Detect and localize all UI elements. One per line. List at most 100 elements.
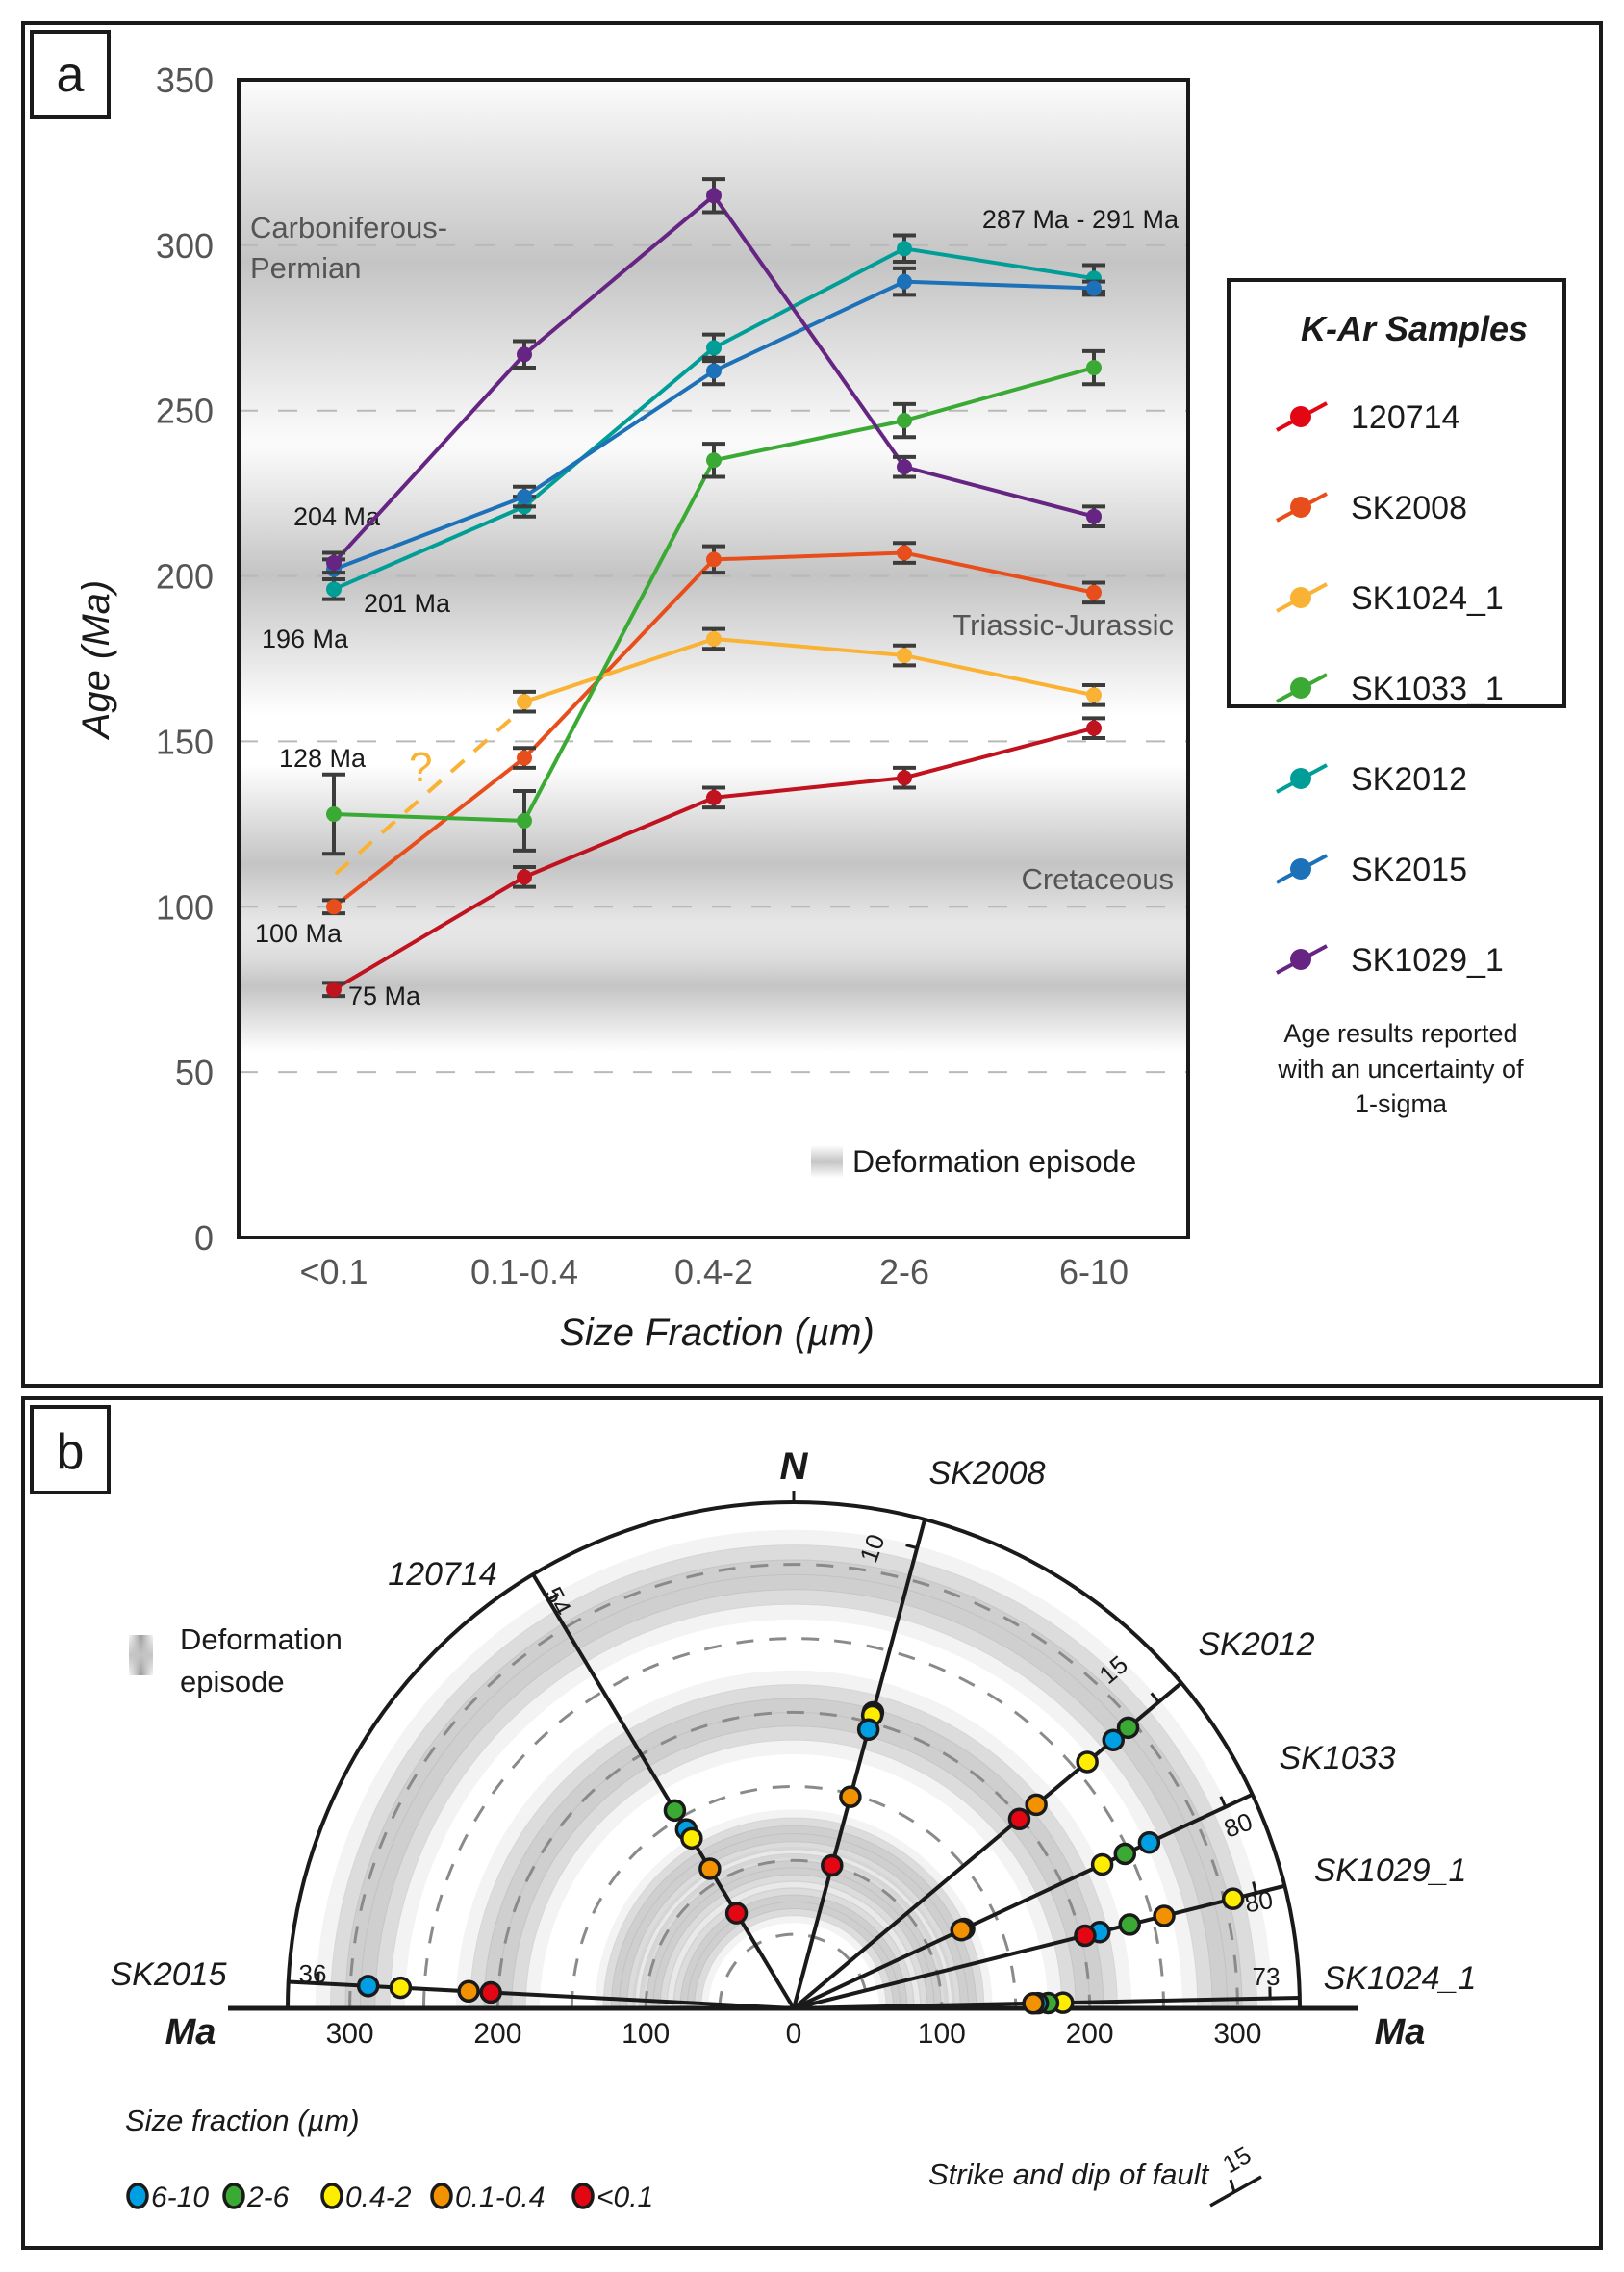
dip-tick bbox=[1219, 1796, 1228, 1808]
polar-point-0-1-0-4 bbox=[1153, 1904, 1176, 1927]
polar-sample-sk2015: 36 SK2015 bbox=[111, 1956, 795, 2010]
panel-a-letter-box bbox=[30, 30, 111, 119]
band-label: Carboniferous- bbox=[250, 211, 447, 244]
series-line bbox=[523, 636, 1095, 704]
dip-label: 73 bbox=[1253, 1962, 1281, 1991]
legend-frame bbox=[1227, 278, 1566, 708]
data-point bbox=[706, 340, 722, 356]
fraction-color-icon bbox=[430, 2183, 453, 2209]
size-fraction-item-6-10: 6-10 bbox=[126, 2182, 209, 2213]
legend-marker-icon bbox=[1290, 406, 1311, 427]
x-tick-label: 0.1-0.4 bbox=[470, 1252, 578, 1291]
dip-tick bbox=[905, 1544, 918, 1550]
data-point bbox=[897, 459, 912, 475]
x-axis-title: Size Fraction (µm) bbox=[559, 1312, 875, 1354]
polar-point-6-10 bbox=[856, 1718, 880, 1742]
legend-marker-icon bbox=[1290, 677, 1311, 699]
y-tick-label: 0 bbox=[194, 1218, 214, 1258]
deformation-band bbox=[239, 920, 1188, 1053]
polar-sample-sk1029-1: 80 SK1029_1 bbox=[793, 1852, 1467, 2010]
value-annotation: 196 Ma bbox=[262, 625, 349, 653]
panel-a-letter: a bbox=[57, 47, 85, 103]
value-annotation: 287 Ma - 291 Ma bbox=[982, 205, 1180, 234]
data-point bbox=[517, 694, 532, 710]
uncertainty-note: 1-sigma bbox=[1355, 1089, 1448, 1118]
sample-label: SK2015 bbox=[111, 1956, 227, 1993]
strike-line bbox=[531, 1573, 796, 2010]
polar-sample-sk1033: 80 SK1033 bbox=[793, 1740, 1396, 2010]
value-annotation: 128 Ma bbox=[279, 744, 367, 773]
series-sk2008 bbox=[322, 541, 1105, 916]
series-sk1033-1 bbox=[322, 348, 1105, 856]
legend-label: SK1024_1 bbox=[1351, 580, 1504, 617]
legend-label: SK2008 bbox=[1351, 490, 1467, 526]
dip-tick bbox=[1252, 1881, 1257, 1894]
legend-item-sk2015: SK2015 bbox=[1276, 852, 1467, 888]
legend-item-sk2008: SK2008 bbox=[1276, 490, 1467, 526]
band-label: Cretaceous bbox=[1021, 862, 1174, 896]
size-fraction-item-0-1: <0.1 bbox=[571, 2182, 653, 2213]
dip-tick bbox=[316, 1972, 320, 1984]
legend-item-120714: 120714 bbox=[1276, 399, 1459, 436]
outer-circle bbox=[286, 1500, 1302, 2009]
panel-a-frame bbox=[21, 21, 1603, 1388]
y-axis-title: Age (Ma) bbox=[75, 580, 117, 741]
north-label: N bbox=[780, 1445, 809, 1488]
radial-tick-label: 100 bbox=[622, 2018, 670, 2050]
radial-unit-label-left: Ma bbox=[165, 2012, 216, 2053]
polar-point-2-6 bbox=[1116, 1716, 1140, 1740]
chart-a: 0 50 100 150 200 250 300 350 <0.1 0.1-0.4 0.4-2 2-6… bbox=[75, 61, 1566, 1354]
data-point bbox=[1086, 687, 1102, 703]
size-fraction-item-2-6: 2-6 bbox=[222, 2182, 290, 2213]
polar-point-0-1 bbox=[479, 1980, 502, 2004]
y-tick-label: 300 bbox=[156, 226, 214, 266]
data-point bbox=[706, 630, 722, 647]
sample-label: SK2008 bbox=[929, 1455, 1046, 1492]
data-point bbox=[897, 545, 912, 561]
sample-label: SK2012 bbox=[1199, 1626, 1315, 1663]
data-point bbox=[897, 648, 912, 664]
polar-point-6-10 bbox=[1137, 1831, 1161, 1854]
y-tick-label: 350 bbox=[156, 61, 214, 100]
deformation-band bbox=[239, 80, 1188, 454]
data-point bbox=[517, 489, 532, 505]
polar-point-0-1-0-4 bbox=[950, 1919, 973, 1942]
data-point bbox=[1086, 508, 1102, 524]
y-tick-label: 150 bbox=[156, 722, 214, 761]
legend-label: SK2015 bbox=[1351, 852, 1467, 888]
sample-label: SK1024_1 bbox=[1324, 1960, 1477, 1997]
data-point bbox=[326, 899, 342, 915]
legend-label: SK1033_1 bbox=[1351, 671, 1504, 707]
sample-label: SK1029_1 bbox=[1314, 1852, 1467, 1889]
y-tick-label: 200 bbox=[156, 557, 214, 597]
polar-point-2-6 bbox=[1113, 1842, 1137, 1866]
data-point bbox=[517, 750, 532, 766]
legend-marker-icon bbox=[1290, 497, 1311, 518]
data-point bbox=[897, 273, 912, 290]
x-tick-label: 0.4-2 bbox=[674, 1252, 753, 1291]
uncertain-mark: ? bbox=[409, 744, 432, 791]
polar-point-0-1 bbox=[724, 1902, 749, 1925]
radial-tick-label: 200 bbox=[1066, 2018, 1114, 2050]
plot-frame bbox=[237, 78, 1190, 1239]
strike-dip-legend: Strike and dip of fault 15 bbox=[928, 2140, 1262, 2208]
band-legend: Deformation episode bbox=[811, 1144, 1136, 1179]
radial-tick-label: 300 bbox=[1213, 2018, 1261, 2050]
data-point bbox=[326, 554, 342, 571]
polar-point-6-10 bbox=[1102, 1728, 1125, 1751]
radial-gridline bbox=[570, 1785, 1018, 2009]
fraction-label: 6-10 bbox=[151, 2182, 209, 2213]
y-tick-label: 250 bbox=[156, 392, 214, 431]
size-fraction-legend-title: Size fraction (µm) bbox=[125, 2104, 360, 2137]
polar-point-0-4-2 bbox=[1090, 1852, 1114, 1876]
data-point bbox=[517, 812, 532, 829]
series-sk2012 bbox=[322, 233, 1105, 601]
fraction-color-icon bbox=[571, 2183, 595, 2209]
band-legend-label: Deformation bbox=[180, 1622, 343, 1656]
panel-b-letter-box bbox=[30, 1405, 111, 1494]
polar-point-0-1-0-4 bbox=[457, 1979, 480, 2004]
legend-item-sk1029-1: SK1029_1 bbox=[1276, 942, 1504, 979]
polar-point-0-1 bbox=[1007, 1807, 1031, 1831]
size-fraction-item-0-1-0-4: 0.1-0.4 bbox=[430, 2182, 545, 2213]
